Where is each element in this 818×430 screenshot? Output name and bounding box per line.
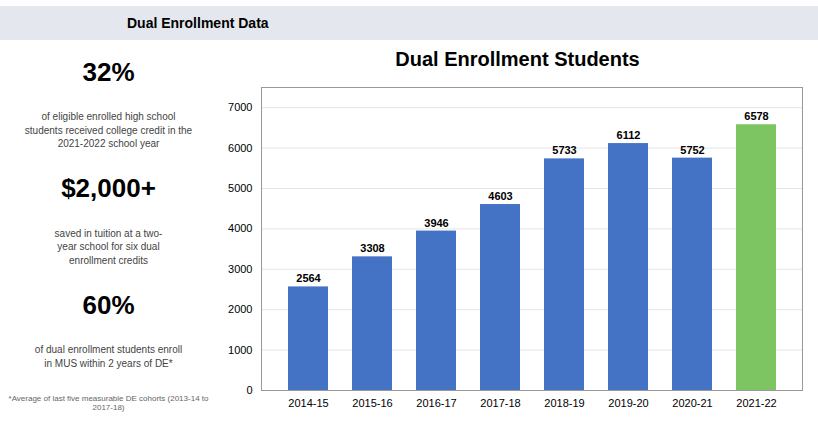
html-text:60%: 60% [82,290,135,320]
svg-text:4603: 4603 [488,190,512,202]
svg-text:2019-20: 2019-20 [608,397,648,409]
svg-text:5752: 5752 [680,144,704,156]
svg-text:4000: 4000 [228,222,252,234]
svg-text:2021-22: 2021-22 [736,397,776,409]
html-text:Dual Enrollment Data: Dual Enrollment Data [127,15,269,31]
svg-text:3308: 3308 [360,242,384,254]
svg-text:2016-17: 2016-17 [416,397,456,409]
svg-text:3000: 3000 [228,263,252,275]
svg-text:2020-21: 2020-21 [672,397,712,409]
html-text:Dual Enrollment Students: Dual Enrollment Students [395,48,640,70]
svg-text:6000: 6000 [228,142,252,154]
svg-text:3946: 3946 [424,217,448,229]
svg-text:0: 0 [246,384,252,396]
html-text:$2,000+: $2,000+ [61,173,156,204]
html-text:saved in tuition at a two- yea: saved in tuition at a two- year school f… [54,227,163,266]
svg-text:6578: 6578 [744,110,768,122]
svg-text:2018-19: 2018-19 [544,397,584,409]
svg-text:2564: 2564 [296,272,321,284]
svg-text:2014-15: 2014-15 [288,397,328,409]
svg-text:6112: 6112 [617,129,641,141]
svg-text:2015-16: 2015-16 [352,397,392,409]
svg-text:5733: 5733 [552,144,576,156]
svg-text:2017-18: 2017-18 [480,397,520,409]
svg-text:7000: 7000 [228,101,252,113]
svg-text:2000: 2000 [228,303,252,315]
html-text:of eligible enrolled high scho: of eligible enrolled high school student… [24,111,193,150]
html-text:of dual enrollment students en: of dual enrollment students enroll in MU… [34,344,183,369]
html-text:*Average of last five measurab: *Average of last five measurable DE coho… [8,394,209,412]
svg-text:1000: 1000 [228,344,252,356]
html-text:32%: 32% [82,56,135,87]
svg-text:5000: 5000 [228,182,252,194]
